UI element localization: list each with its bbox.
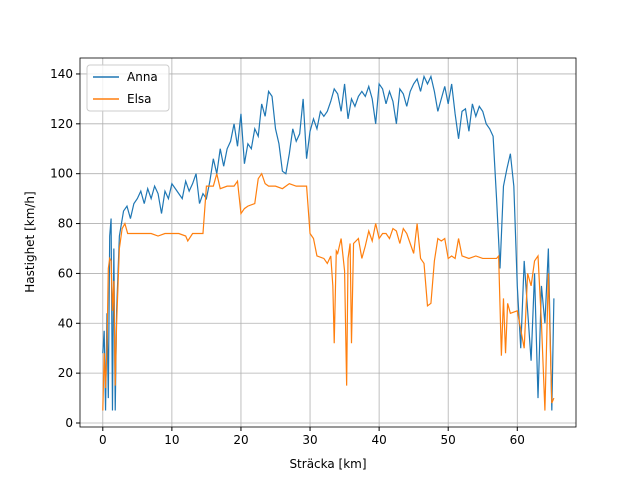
x-tick-label: 40 [371,433,386,447]
y-tick-label: 0 [65,416,73,430]
y-tick-label: 20 [58,366,73,380]
plot-frame [79,57,577,428]
legend-label: Anna [127,70,158,84]
data-line [102,74,555,411]
x-tick-label: 10 [164,433,179,447]
x-tick-label: 60 [510,433,525,447]
x-tick-label: 20 [233,433,248,447]
x-tick-label: 0 [99,433,107,447]
y-tick-label: 40 [58,316,73,330]
y-tick-label: 60 [58,266,73,280]
x-tick-label: 30 [302,433,317,447]
x-tick-label: 50 [441,433,456,447]
x-axis-label: Sträcka [km] [289,457,366,471]
legend-label: Elsa [127,92,152,106]
y-tick-label: 80 [58,217,73,231]
y-tick-label: 120 [50,117,73,131]
data-line [102,172,555,411]
y-axis-label: Hastighet [km/h] [23,191,37,292]
legend: Anna Elsa [86,64,170,112]
y-tick-label: 100 [50,167,73,181]
y-tick-label: 140 [50,67,73,81]
